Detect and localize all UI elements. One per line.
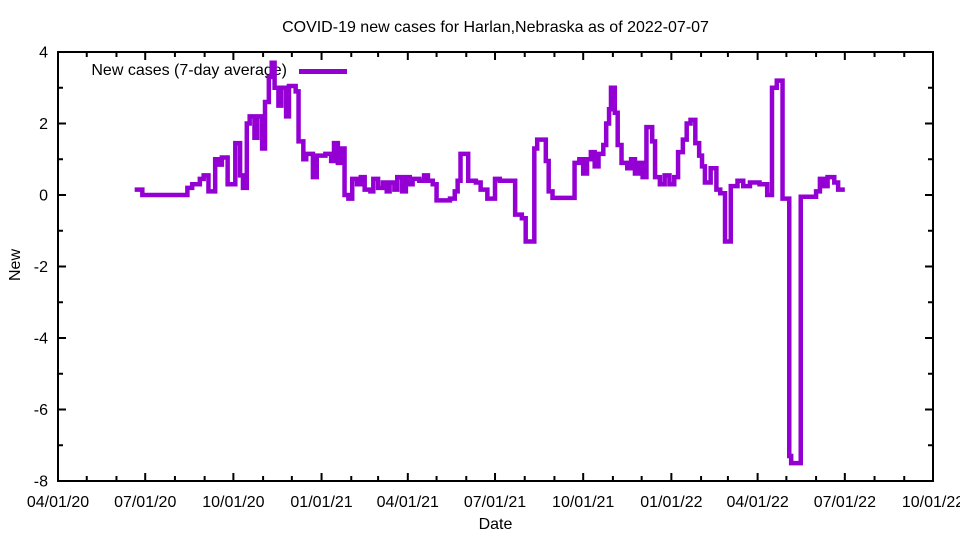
x-tick-label: 04/01/21 <box>377 494 439 511</box>
x-tick-label: 01/01/21 <box>290 494 352 511</box>
x-tick-label: 07/01/20 <box>114 494 176 511</box>
x-tick-label: 01/01/22 <box>640 494 702 511</box>
y-tick-label: -2 <box>34 259 48 276</box>
x-tick-label: 07/01/22 <box>814 494 876 511</box>
y-tick-label: -4 <box>34 331 48 348</box>
legend-label: New cases (7-day average) <box>91 62 287 79</box>
x-axis-label: Date <box>478 516 513 533</box>
x-tick-label: 10/01/21 <box>552 494 614 511</box>
plot-border <box>57 51 934 482</box>
x-tick-label: 04/01/22 <box>726 494 788 511</box>
y-tick-label: -6 <box>34 402 48 419</box>
x-tick-label: 10/01/22 <box>902 494 960 511</box>
chart-title: COVID-19 new cases for Harlan,Nebraska a… <box>282 19 709 36</box>
y-tick-label: 4 <box>39 45 48 62</box>
x-tick-label: 10/01/20 <box>202 494 264 511</box>
tick-labels: 04/01/20 07/01/20 10/01/20 01/01/21 04/01/21… <box>27 45 960 512</box>
x-tick-label: 07/01/21 <box>464 494 526 511</box>
x-tick-label: 04/01/20 <box>27 494 89 511</box>
legend: New cases (7-day average) <box>0 62 347 80</box>
series-line <box>134 60 845 466</box>
y-tick-label: -8 <box>34 474 48 491</box>
y-tick-label: 0 <box>39 188 48 205</box>
y-tick-label: 2 <box>39 116 48 133</box>
legend-line-sample <box>299 68 347 74</box>
